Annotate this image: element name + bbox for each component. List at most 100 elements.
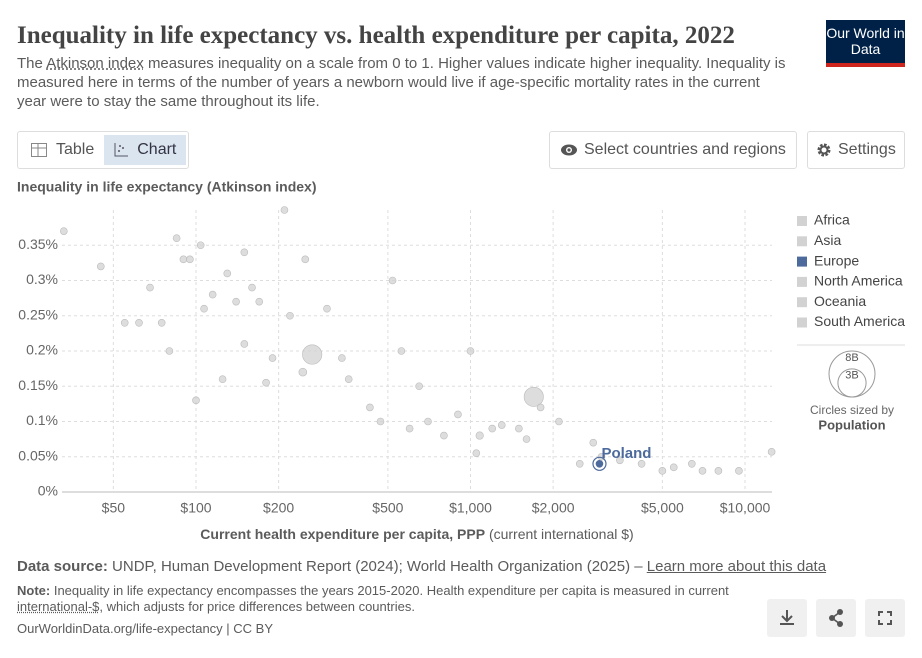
point [286,311,294,320]
point-label: Poland [601,445,651,462]
table-tab-label: Table [56,141,95,158]
point [424,417,432,426]
highlight-ring [592,456,607,471]
chart-tab-label: Chart [137,141,177,158]
select-label: Select countries and regions [584,141,786,158]
point [232,297,240,306]
point [196,241,205,250]
point [575,459,584,468]
point [240,340,249,348]
point [688,459,696,468]
legend-swatch [797,297,807,308]
point [454,410,462,419]
point [466,347,475,355]
legend-label: Europe [814,252,859,268]
title: Inequality in life expectancy vs. health… [17,22,735,49]
note-text: , which adjusts for price differences be… [99,599,415,614]
source-link[interactable]: Learn more about this data [646,558,827,575]
url[interactable]: OurWorldinData.org/life-expectancy | CC … [17,621,274,636]
size-legend-variable: Population [818,417,885,432]
point [60,227,68,235]
point [595,459,604,468]
point [536,403,545,412]
x-tick-label: $50 [102,500,126,516]
share-button[interactable] [816,599,856,637]
point [472,449,481,458]
point [405,424,414,433]
point [96,262,105,271]
legend-swatch [797,216,807,226]
gear-icon [817,143,831,157]
x-axis-title-main: Current health expenditure per capita, P… [200,526,485,542]
point [515,424,523,433]
legend-swatch [797,236,807,247]
x-tick-label: $5,000 [641,500,684,516]
point [135,318,143,327]
point [298,367,308,377]
point [637,459,646,468]
subtitle-text: The [17,55,43,72]
y-tick-label: 0.3% [26,271,58,287]
settings-label: Settings [838,141,896,158]
point [616,456,624,465]
point [302,344,323,365]
legend-label: Africa [814,212,850,228]
point [186,255,194,264]
point [344,375,353,384]
fullscreen-icon [878,611,892,625]
point [323,304,331,313]
point [397,347,406,355]
x-tick-label: $200 [263,500,294,516]
x-tick-label: $100 [180,500,211,516]
x-tick-label: $10,000 [720,500,771,516]
size-legend-circle [837,368,867,398]
legend-swatch [797,276,807,287]
legend-swatch [797,317,807,328]
point [268,354,277,362]
point [172,234,181,242]
point [376,417,385,426]
y-axis-title: Inequality in life expectancy (Atkinson … [17,179,317,195]
point [488,424,497,433]
point [497,421,506,429]
point [555,417,563,426]
point [157,318,166,327]
source: Data source: UNDP, Human Development Rep… [17,558,826,575]
point [415,382,423,391]
point [522,435,531,443]
point [714,467,723,475]
size-legend-label: 8B [845,352,858,364]
point [120,318,129,327]
source-label: Data source: [17,558,108,575]
note-label: Note: [17,583,51,598]
settings-button[interactable]: Settings [807,131,905,169]
subtitle-text: measures inequality on a scale from 0 to… [17,55,786,110]
point [208,290,217,299]
select-button[interactable]: Select countries and regions [549,131,797,169]
fullscreen-button[interactable] [865,599,905,637]
point [366,403,374,412]
point [165,347,174,355]
point [589,438,598,447]
subtitle: The Atkinson index measures inequality o… [17,54,787,111]
source-text: UNDP, Human Development Report (2024); W… [112,558,643,575]
point [192,396,200,405]
download-button[interactable] [767,599,807,637]
x-axis-title-unit: (current international $) [489,526,634,542]
note-link[interactable]: international-$ [17,599,100,614]
x-tick-label: $1,000 [449,500,492,516]
point [698,467,707,475]
chart-tab[interactable]: Chart [104,135,187,165]
point [179,255,188,264]
point [146,283,154,292]
logo[interactable]: Our World in Data [826,20,905,67]
point [735,467,743,475]
note: Note: Inequality in life expectancy enco… [17,583,737,615]
subtitle-link[interactable]: Atkinson index [46,55,144,72]
table-tab[interactable]: Table [21,135,104,165]
point [240,248,249,257]
x-axis-title: Current health expenditure per capita, P… [200,526,633,542]
point [388,276,397,285]
eye-icon [561,144,577,156]
